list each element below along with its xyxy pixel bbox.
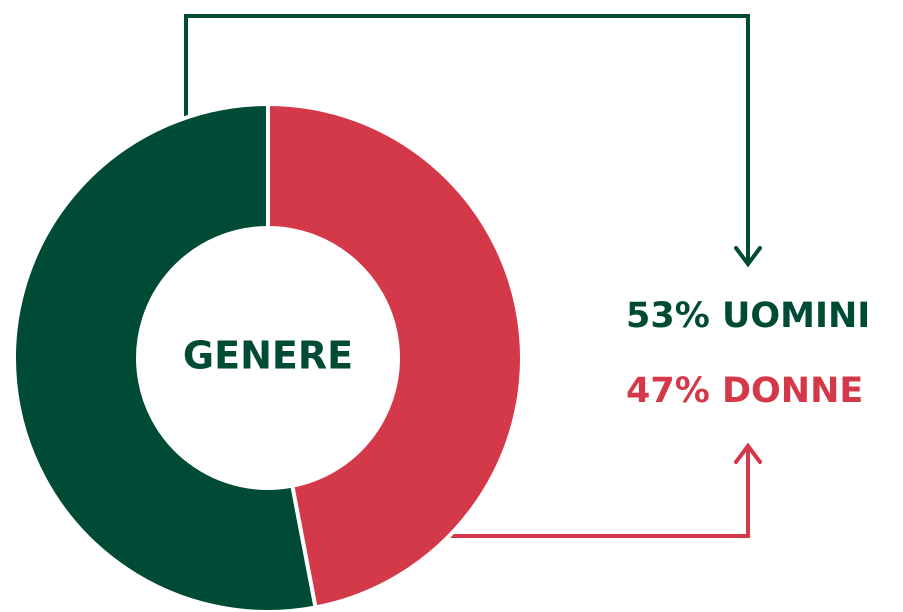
legend-entry: 53% UOMINI [626,296,870,336]
category-label: UOMINI [722,296,870,336]
legend: 53% UOMINI 47% DONNE [626,296,870,411]
connector-women [450,448,750,538]
slice [12,101,318,612]
arrowhead-women [734,442,762,464]
arrowhead-men [734,246,762,268]
connectors [184,14,762,538]
connector-men [184,14,750,262]
value-label: 53% [626,296,710,336]
value-label: 47% [626,371,710,411]
category-label: DONNE [722,371,863,411]
donut [12,101,524,612]
chart-title: GENERE [183,334,353,378]
legend-entry: 47% DONNE [626,371,863,411]
slice [266,101,524,610]
